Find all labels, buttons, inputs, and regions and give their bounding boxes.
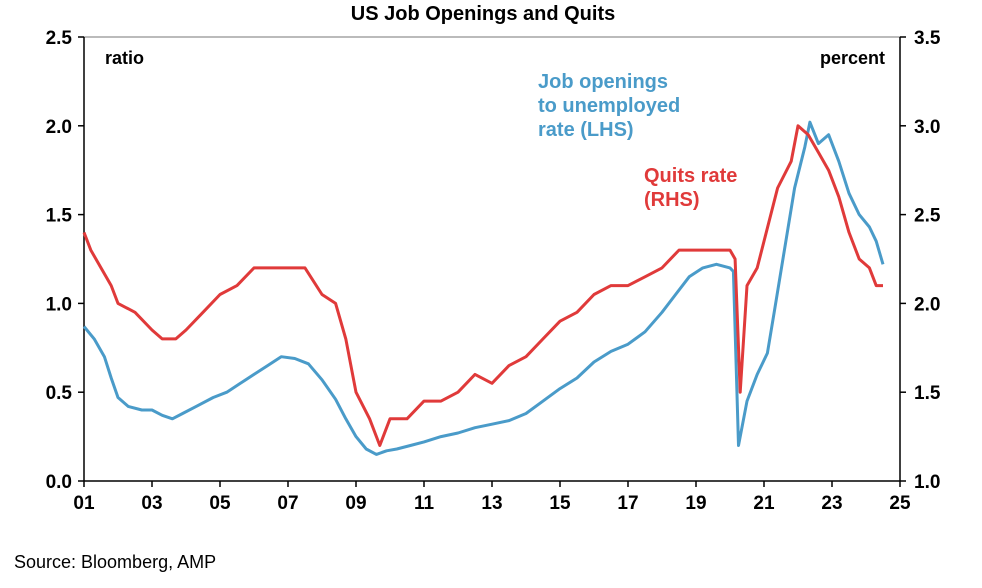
x-tick-label: 07: [277, 493, 298, 514]
openings-annotation-line-3: rate (LHS): [538, 119, 634, 141]
openings-series-line: [82, 120, 885, 456]
x-tick-label: 11: [414, 493, 435, 514]
x-tick-label: 13: [481, 493, 502, 514]
left-tick-label: 0.0: [46, 472, 72, 493]
left-tick-label: 0.5: [46, 383, 73, 404]
quits-annotation-line-1: Quits rate: [644, 165, 737, 187]
x-tick-label: 25: [889, 493, 911, 514]
plot-area: [83, 36, 901, 482]
right-tick-label: 1.5: [914, 383, 941, 404]
plot-frame: [83, 36, 901, 482]
right-tick-label: 3.0: [914, 117, 940, 138]
source-note: Source: Bloomberg, AMP: [14, 552, 217, 572]
x-tick-label: 09: [345, 493, 366, 514]
left-tick-label: 1.5: [46, 206, 73, 227]
right-axis-unit: percent: [820, 48, 885, 68]
left-tick-label: 1.0: [46, 294, 72, 315]
left-tick-label: 2.5: [46, 28, 73, 49]
left-tick-label: 2.0: [46, 117, 72, 138]
chart-title: US Job Openings and Quits: [351, 3, 615, 25]
openings-annotation-line-1: Job openings: [538, 71, 668, 93]
x-tick-label: 17: [617, 493, 638, 514]
x-tick-label: 01: [73, 493, 95, 514]
x-tick-label: 19: [685, 493, 706, 514]
right-tick-label: 1.0: [914, 472, 940, 493]
x-tick-label: 03: [141, 493, 162, 514]
x-tick-label: 21: [753, 493, 775, 514]
quits-series-line: [82, 124, 883, 447]
left-axis-unit: ratio: [105, 48, 144, 68]
series-lines: [82, 120, 885, 456]
x-tick-label: 23: [821, 493, 842, 514]
right-tick-label: 3.5: [914, 28, 941, 49]
quits-annotation-line-2: (RHS): [644, 189, 700, 211]
right-tick-label: 2.0: [914, 294, 940, 315]
axes: 0.0 0.5 1.0 1.5 2.0 2.5 1.0 1.5 2.0 2.5 3.0 3.5 01 03…: [46, 28, 941, 514]
chart: US Job Openings and Quits ratio percent …: [46, 3, 941, 514]
x-tick-label: 15: [549, 493, 571, 514]
openings-annotation-line-2: to unemployed: [538, 95, 680, 117]
right-tick-label: 2.5: [914, 206, 941, 227]
x-tick-label: 05: [209, 493, 231, 514]
